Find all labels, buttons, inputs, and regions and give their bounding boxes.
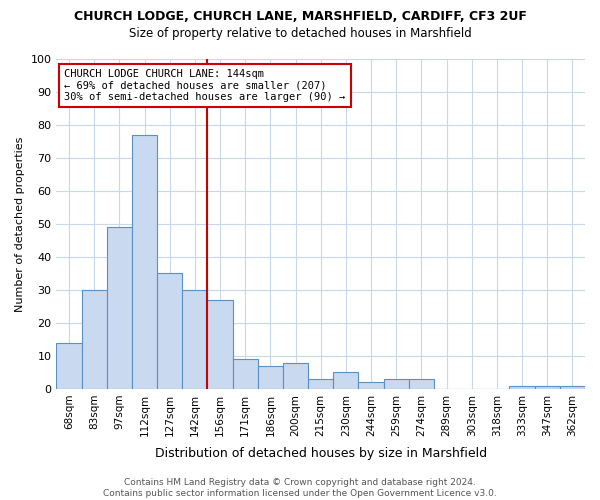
Y-axis label: Number of detached properties: Number of detached properties <box>15 136 25 312</box>
Bar <box>308 379 333 389</box>
X-axis label: Distribution of detached houses by size in Marshfield: Distribution of detached houses by size … <box>155 447 487 460</box>
Bar <box>233 359 258 389</box>
Bar <box>56 342 82 389</box>
Text: Contains HM Land Registry data © Crown copyright and database right 2024.
Contai: Contains HM Land Registry data © Crown c… <box>103 478 497 498</box>
Bar <box>157 274 182 389</box>
Bar <box>82 290 107 389</box>
Bar <box>208 300 233 389</box>
Bar <box>383 379 409 389</box>
Bar <box>283 362 308 389</box>
Bar <box>333 372 358 389</box>
Bar <box>132 135 157 389</box>
Text: CHURCH LODGE CHURCH LANE: 144sqm
← 69% of detached houses are smaller (207)
30% : CHURCH LODGE CHURCH LANE: 144sqm ← 69% o… <box>64 69 346 102</box>
Bar <box>107 228 132 389</box>
Bar <box>182 290 208 389</box>
Bar <box>409 379 434 389</box>
Bar <box>535 386 560 389</box>
Text: Size of property relative to detached houses in Marshfield: Size of property relative to detached ho… <box>128 28 472 40</box>
Bar <box>258 366 283 389</box>
Bar <box>509 386 535 389</box>
Bar <box>560 386 585 389</box>
Bar <box>358 382 383 389</box>
Text: CHURCH LODGE, CHURCH LANE, MARSHFIELD, CARDIFF, CF3 2UF: CHURCH LODGE, CHURCH LANE, MARSHFIELD, C… <box>74 10 526 23</box>
